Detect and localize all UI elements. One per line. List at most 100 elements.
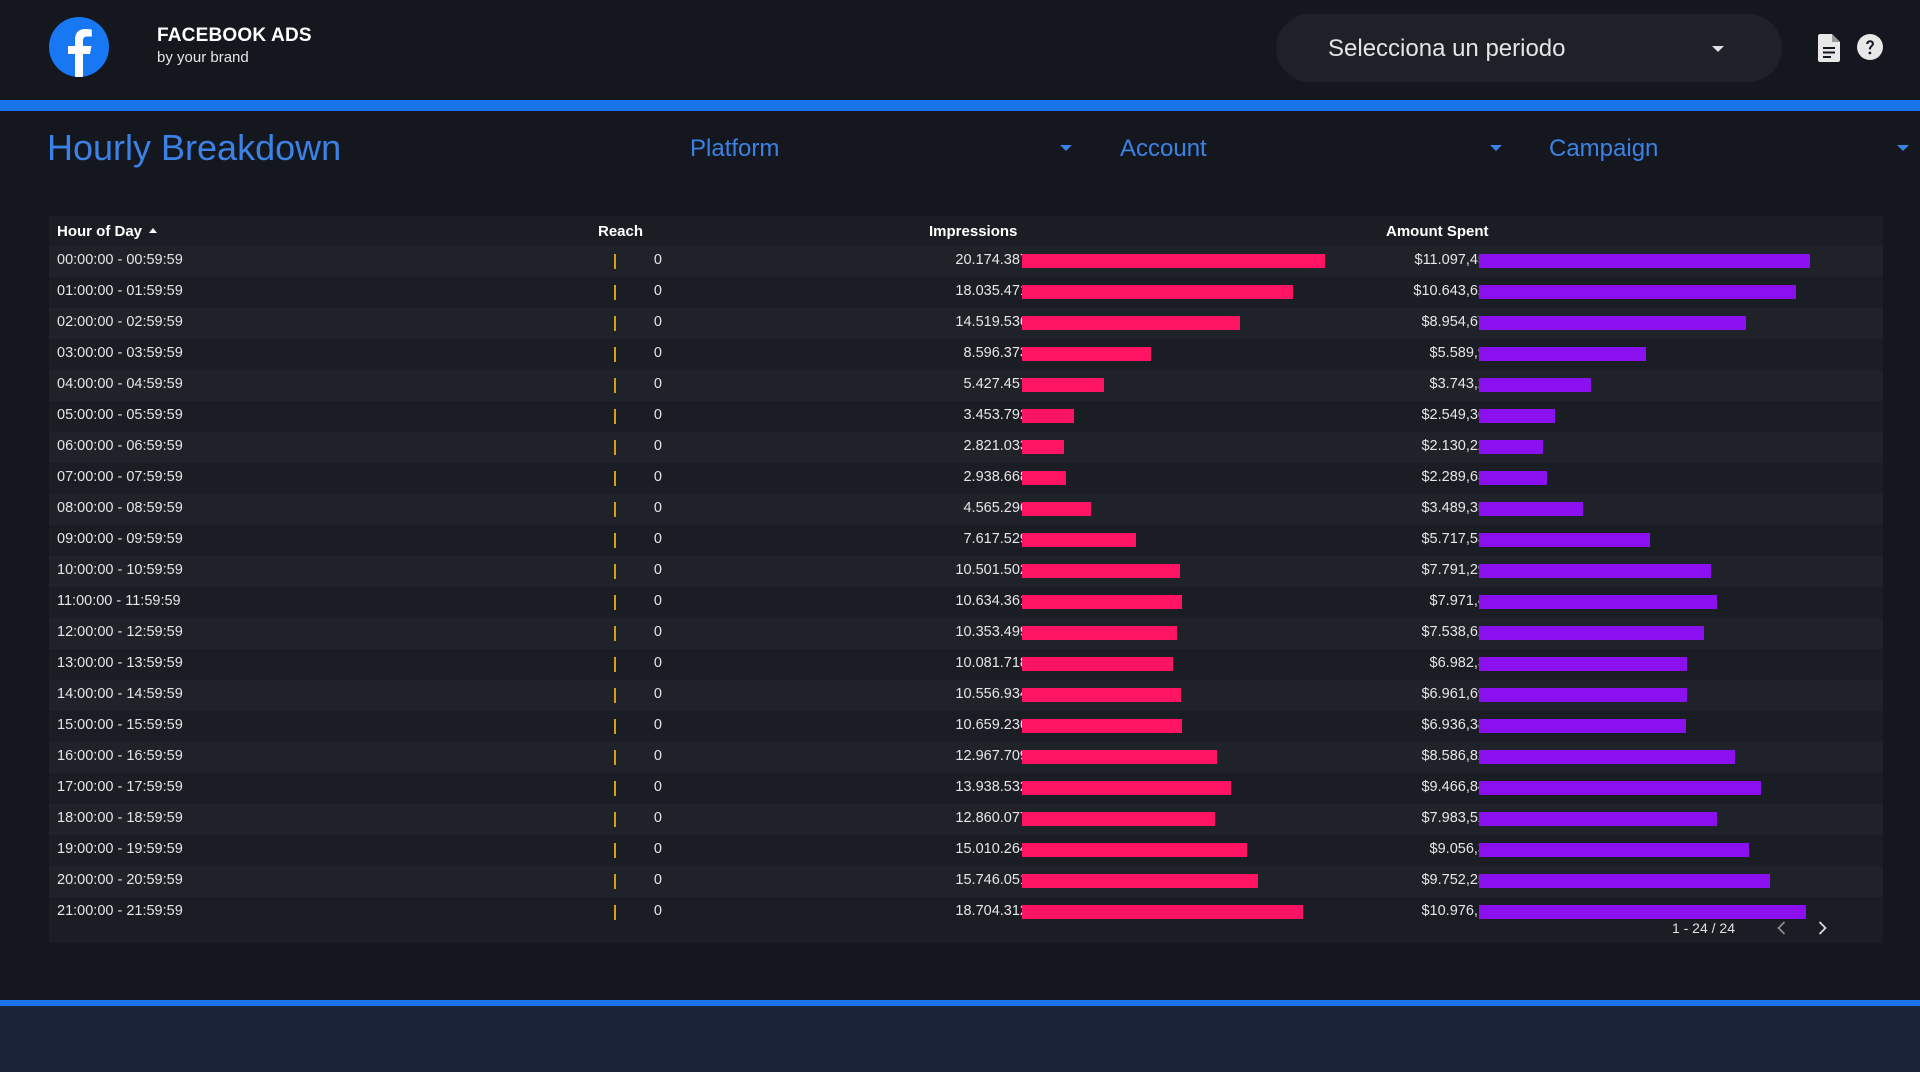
table-row[interactable]: 04:00:00 - 04:59:59 0 5.427.457 $3.743,2	[49, 370, 1883, 401]
amount-spent-cell: $7.971,4	[1429, 593, 1486, 609]
impressions-cell: 14.519.536	[955, 314, 1028, 330]
impressions-bar	[1022, 347, 1152, 361]
hour-cell: 01:00:00 - 01:59:59	[57, 283, 183, 299]
impressions-cell: 2.821.033	[963, 438, 1028, 454]
impressions-bar	[1022, 719, 1183, 733]
amount-spent-bar	[1479, 316, 1747, 330]
reach-cell: 0	[653, 686, 662, 702]
table-row[interactable]: 07:00:00 - 07:59:59 0 2.938.668 $2.289,63	[49, 463, 1883, 494]
impressions-cell: 10.634.361	[955, 593, 1028, 609]
chevron-right-icon[interactable]	[1813, 919, 1831, 937]
reach-bar	[614, 254, 616, 269]
impressions-bar	[1022, 440, 1065, 454]
impressions-bar	[1022, 905, 1303, 919]
document-icon[interactable]	[1818, 34, 1840, 62]
amount-spent-bar	[1479, 533, 1650, 547]
impressions-cell: 18.035.471	[955, 283, 1028, 299]
reach-bar	[614, 471, 616, 486]
amount-spent-bar	[1479, 564, 1712, 578]
column-header-reach[interactable]: Reach	[598, 223, 644, 240]
amount-spent-cell: $2.289,63	[1421, 469, 1486, 485]
amount-spent-cell: $10.643,62	[1413, 283, 1486, 299]
amount-spent-bar	[1479, 874, 1770, 888]
platform-filter[interactable]: Platform	[690, 131, 1072, 167]
reach-cell: 0	[653, 593, 662, 609]
amount-spent-cell: $5.589,9	[1429, 345, 1486, 361]
impressions-cell: 2.938.668	[963, 469, 1028, 485]
impressions-bar	[1022, 409, 1074, 423]
help-icon[interactable]	[1857, 34, 1883, 60]
hourly-table: Hour of Day Reach Impressions Amount Spe…	[49, 216, 1883, 943]
chevron-left-icon[interactable]	[1773, 919, 1791, 937]
facebook-logo-icon	[49, 17, 109, 77]
table-row[interactable]: 12:00:00 - 12:59:59 0 10.353.499 $7.538,62	[49, 618, 1883, 649]
table-row[interactable]: 10:00:00 - 10:59:59 0 10.501.502 $7.791,29	[49, 556, 1883, 587]
table-row[interactable]: 02:00:00 - 02:59:59 0 14.519.536 $8.954,67	[49, 308, 1883, 339]
amount-spent-bar	[1479, 626, 1704, 640]
table-row[interactable]: 05:00:00 - 05:59:59 0 3.453.792 $2.549,36	[49, 401, 1883, 432]
column-header-amount-spent[interactable]: Amount Spent	[1386, 223, 1489, 240]
table-row[interactable]: 14:00:00 - 14:59:59 0 10.556.934 $6.961,69	[49, 680, 1883, 711]
impressions-bar	[1022, 502, 1091, 516]
amount-spent-cell: $7.538,62	[1421, 624, 1486, 640]
hour-cell: 15:00:00 - 15:59:59	[57, 717, 183, 733]
table-row[interactable]: 18:00:00 - 18:59:59 0 12.860.077 $7.983,52	[49, 804, 1883, 835]
reach-bar	[614, 781, 616, 796]
table-row[interactable]: 09:00:00 - 09:59:59 0 7.617.529 $5.717,53	[49, 525, 1883, 556]
column-header-hour[interactable]: Hour of Day	[57, 223, 158, 240]
hour-cell: 19:00:00 - 19:59:59	[57, 841, 183, 857]
reach-bar	[614, 750, 616, 765]
amount-spent-bar	[1479, 254, 1810, 268]
impressions-cell: 15.010.264	[955, 841, 1028, 857]
campaign-filter[interactable]: Campaign	[1549, 131, 1909, 167]
impressions-cell: 3.453.792	[963, 407, 1028, 423]
table-row[interactable]: 00:00:00 - 00:59:59 0 20.174.387 $11.097,45	[49, 246, 1883, 277]
reach-cell: 0	[653, 624, 662, 640]
impressions-cell: 15.746.051	[955, 872, 1028, 888]
table-row[interactable]: 15:00:00 - 15:59:59 0 10.659.236 $6.936,38	[49, 711, 1883, 742]
account-filter[interactable]: Account	[1120, 131, 1502, 167]
campaign-filter-label: Campaign	[1549, 135, 1659, 162]
column-header-impressions[interactable]: Impressions	[929, 223, 1018, 240]
amount-spent-cell: $6.982,3	[1429, 655, 1486, 671]
reach-bar	[614, 347, 616, 362]
table-row[interactable]: 03:00:00 - 03:59:59 0 8.596.373 $5.589,9	[49, 339, 1883, 370]
reach-cell: 0	[653, 841, 662, 857]
reach-bar	[614, 874, 616, 889]
table-row[interactable]: 21:00:00 - 21:59:59 0 18.704.312 $10.976,1	[49, 897, 1883, 928]
table-row[interactable]: 20:00:00 - 20:59:59 0 15.746.051 $9.752,25	[49, 866, 1883, 897]
hour-cell: 04:00:00 - 04:59:59	[57, 376, 183, 392]
impressions-bar	[1022, 285, 1293, 299]
account-filter-label: Account	[1120, 135, 1207, 162]
reach-bar	[614, 657, 616, 672]
reach-cell: 0	[653, 283, 662, 299]
table-row[interactable]: 01:00:00 - 01:59:59 0 18.035.471 $10.643,62	[49, 277, 1883, 308]
impressions-cell: 10.556.934	[955, 686, 1028, 702]
brand-subtitle: by your brand	[157, 49, 249, 66]
footer	[0, 1006, 1920, 1072]
period-select[interactable]: Selecciona un periodo	[1276, 14, 1782, 82]
amount-spent-cell: $3.743,2	[1429, 376, 1486, 392]
reach-bar	[614, 595, 616, 610]
amount-spent-bar	[1479, 719, 1686, 733]
hour-cell: 03:00:00 - 03:59:59	[57, 345, 183, 361]
impressions-cell: 12.967.709	[955, 748, 1028, 764]
table-row[interactable]: 16:00:00 - 16:59:59 0 12.967.709 $8.586,82	[49, 742, 1883, 773]
platform-filter-label: Platform	[690, 135, 780, 162]
impressions-bar	[1022, 843, 1248, 857]
table-row[interactable]: 19:00:00 - 19:59:59 0 15.010.264 $9.056,3	[49, 835, 1883, 866]
amount-spent-bar	[1479, 285, 1797, 299]
amount-spent-cell: $2.130,22	[1421, 438, 1486, 454]
table-row[interactable]: 13:00:00 - 13:59:59 0 10.081.718 $6.982,3	[49, 649, 1883, 680]
hour-cell: 08:00:00 - 08:59:59	[57, 500, 183, 516]
table-row[interactable]: 08:00:00 - 08:59:59 0 4.565.296 $3.489,35	[49, 494, 1883, 525]
table-row[interactable]: 06:00:00 - 06:59:59 0 2.821.033 $2.130,22	[49, 432, 1883, 463]
amount-spent-cell: $6.961,69	[1421, 686, 1486, 702]
table-row[interactable]: 11:00:00 - 11:59:59 0 10.634.361 $7.971,4	[49, 587, 1883, 618]
chevron-down-icon	[1490, 145, 1502, 151]
column-header-hour-label: Hour of Day	[57, 223, 143, 240]
table-row[interactable]: 17:00:00 - 17:59:59 0 13.938.532 $9.466,84	[49, 773, 1883, 804]
impressions-bar	[1022, 533, 1137, 547]
hour-cell: 16:00:00 - 16:59:59	[57, 748, 183, 764]
reach-cell: 0	[653, 407, 662, 423]
